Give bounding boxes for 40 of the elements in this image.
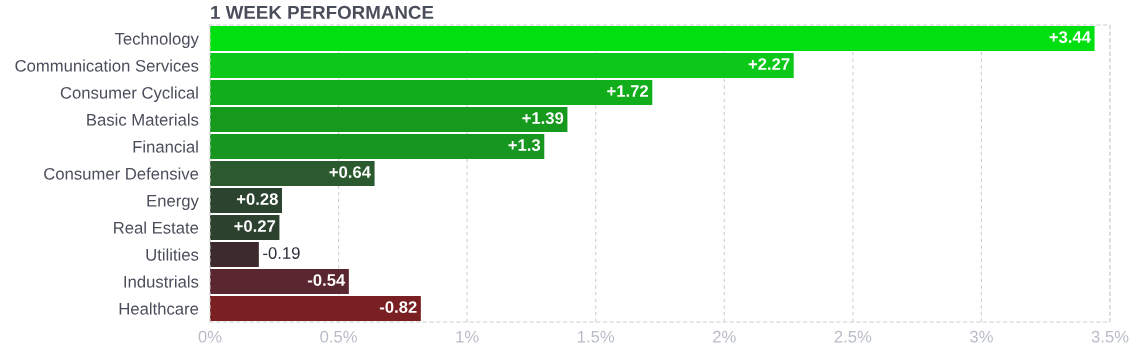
bar — [210, 26, 1095, 51]
bar — [210, 80, 653, 105]
data-label: +3.44 — [1049, 31, 1091, 43]
y-tick-label: Utilities — [146, 248, 199, 261]
data-label: +1.39 — [522, 112, 564, 124]
data-label: +0.27 — [234, 220, 276, 232]
bar — [210, 296, 421, 321]
data-label: -0.54 — [307, 274, 346, 286]
y-tick-label: Financial — [133, 140, 198, 153]
data-label: +0.64 — [329, 166, 371, 178]
x-tick-label: 0% — [198, 330, 222, 343]
bar — [210, 107, 568, 132]
y-tick-label: Basic Materials — [87, 113, 199, 126]
data-label: +2.27 — [748, 58, 790, 70]
y-tick-label: Consumer Defensive — [44, 167, 199, 180]
bar — [210, 134, 545, 159]
data-label: +1.72 — [607, 85, 649, 97]
bar — [210, 242, 259, 267]
data-label: -0.19 — [263, 247, 300, 259]
x-tick-label: 3.5% — [1091, 330, 1129, 343]
data-label: +0.28 — [236, 193, 278, 205]
x-tick-label: 1% — [456, 330, 479, 343]
x-tick-label: 0.5% — [320, 330, 357, 343]
y-tick-label: Energy — [147, 195, 199, 210]
x-tick-label: 3% — [970, 330, 993, 343]
chart-title: 1 WEEK PERFORMANCE — [211, 5, 434, 20]
x-tick-label: 1.5% — [577, 330, 615, 343]
bar — [210, 53, 794, 78]
y-tick-label: Industrials — [124, 275, 199, 288]
y-tick-label: Communication Services — [15, 59, 199, 72]
data-label: +1.3 — [508, 139, 541, 151]
data-label: -0.82 — [379, 301, 417, 313]
y-tick-label: Consumer Cyclical — [60, 86, 198, 102]
bar — [210, 161, 375, 186]
x-tick-label: 2.5% — [834, 330, 872, 343]
bar — [210, 269, 349, 294]
y-tick-label: Technology — [114, 32, 199, 48]
y-tick-label: Healthcare — [119, 302, 199, 315]
x-tick-label: 2% — [713, 330, 736, 343]
y-tick-label: Real Estate — [114, 221, 199, 234]
